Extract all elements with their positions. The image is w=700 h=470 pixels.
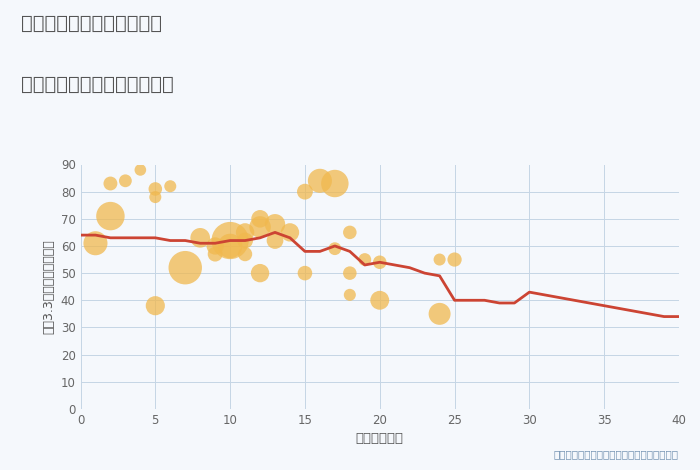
Point <box>209 242 220 250</box>
Text: 築年数別中古マンション価格: 築年数別中古マンション価格 <box>21 75 174 94</box>
X-axis label: 築年数（年）: 築年数（年） <box>356 432 404 445</box>
Point <box>255 269 266 277</box>
Point <box>374 258 385 266</box>
Point <box>270 220 281 228</box>
Point <box>195 234 206 242</box>
Point <box>239 228 251 236</box>
Point <box>314 177 326 185</box>
Point <box>344 228 356 236</box>
Point <box>239 237 251 244</box>
Point <box>150 302 161 309</box>
Point <box>120 177 131 185</box>
Point <box>270 237 281 244</box>
Point <box>374 297 385 304</box>
Point <box>434 256 445 263</box>
Point <box>225 242 236 250</box>
Point <box>329 180 340 187</box>
Point <box>359 256 370 263</box>
Text: 円の大きさは、取引のあった物件面積を示す: 円の大きさは、取引のあった物件面積を示す <box>554 449 679 459</box>
Point <box>134 166 146 174</box>
Text: 三重県松阪市嬉野津屋城町: 三重県松阪市嬉野津屋城町 <box>21 14 162 33</box>
Point <box>225 237 236 244</box>
Y-axis label: 平（3.3㎡）単価（万円）: 平（3.3㎡）単価（万円） <box>42 239 55 334</box>
Point <box>300 188 311 196</box>
Point <box>105 180 116 187</box>
Point <box>209 251 220 258</box>
Point <box>255 223 266 231</box>
Point <box>164 182 176 190</box>
Point <box>449 256 460 263</box>
Point <box>344 291 356 298</box>
Point <box>105 212 116 220</box>
Point <box>329 245 340 252</box>
Point <box>255 215 266 223</box>
Point <box>150 193 161 201</box>
Point <box>239 251 251 258</box>
Point <box>180 264 191 272</box>
Point <box>90 240 101 247</box>
Point <box>344 269 356 277</box>
Point <box>300 269 311 277</box>
Point <box>150 185 161 193</box>
Point <box>284 228 295 236</box>
Point <box>434 310 445 318</box>
